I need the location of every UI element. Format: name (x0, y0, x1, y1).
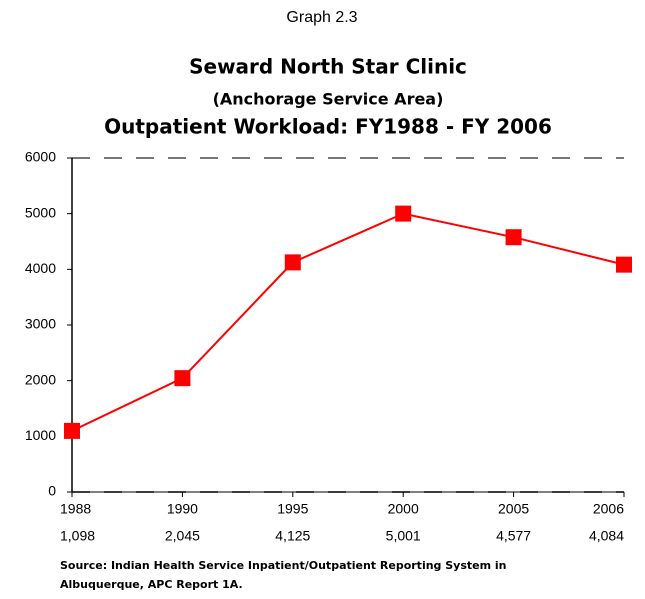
value-label: 4,577 (496, 528, 531, 544)
value-label: 2,045 (165, 528, 200, 544)
y-tick-label: 3000 (25, 316, 56, 332)
y-tick-label: 6000 (25, 149, 56, 165)
value-label: 1,098 (60, 528, 95, 544)
x-tick-label: 1988 (60, 501, 91, 517)
chart-title: Seward North Star Clinic (189, 55, 467, 79)
y-tick-label: 5000 (25, 204, 56, 220)
marker (174, 370, 191, 387)
x-tick-label: 1995 (277, 501, 308, 517)
source-note: Albuquerque, APC Report 1A. (60, 578, 243, 591)
y-tick-label: 1000 (25, 427, 56, 443)
marker (505, 229, 522, 246)
value-label: 4,125 (275, 528, 310, 544)
marker (284, 254, 301, 271)
x-tick-label: 2005 (498, 501, 529, 517)
chart-title: Outpatient Workload: FY1988 - FY 2006 (104, 115, 552, 139)
x-tick-label: 2000 (388, 501, 419, 517)
marker (395, 205, 412, 222)
marker (64, 422, 80, 439)
y-tick-label: 4000 (25, 260, 56, 276)
y-tick-label: 0 (48, 483, 56, 499)
data-line (71, 212, 625, 432)
value-label: 5,001 (386, 528, 421, 544)
source-note: Source: Indian Health Service Inpatient/… (60, 559, 507, 572)
x-tick-label: 1990 (167, 501, 198, 517)
y-tick-label: 2000 (25, 371, 56, 387)
page-header: Graph 2.3 (286, 9, 357, 26)
x-tick-label: 2006 (593, 501, 624, 517)
value-label: 4,084 (589, 528, 624, 544)
chart-subtitle: (Anchorage Service Area) (213, 90, 444, 109)
marker (616, 256, 632, 273)
